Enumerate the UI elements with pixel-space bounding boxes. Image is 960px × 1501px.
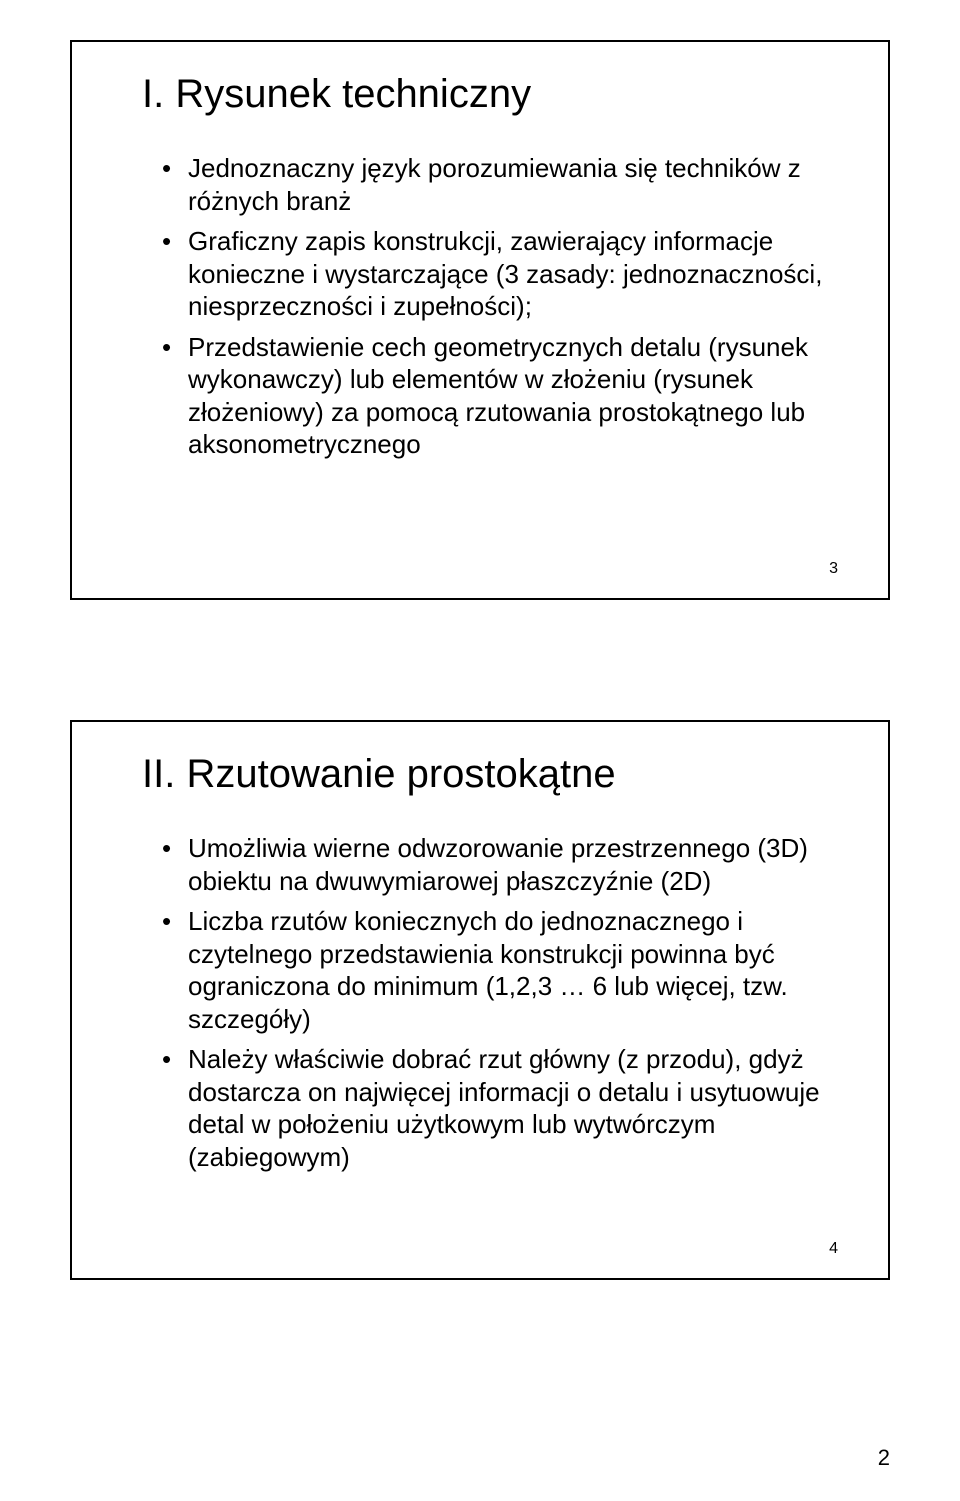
slide-2-bullet-1: Liczba rzutów koniecznych do jednoznaczn… <box>162 905 838 1035</box>
slide-2-number: 4 <box>829 1240 838 1258</box>
slide-2-bullet-2: Należy właściwie dobrać rzut główny (z p… <box>162 1043 838 1173</box>
slide-1: I. Rysunek techniczny Jednoznaczny język… <box>70 40 890 600</box>
slide-1-bullets: Jednoznaczny język porozumiewania się te… <box>162 152 838 461</box>
slide-1-title: I. Rysunek techniczny <box>122 72 838 117</box>
slide-2-title: II. Rzutowanie prostokątne <box>122 752 838 797</box>
slide-1-bullet-1: Graficzny zapis konstrukcji, zawierający… <box>162 225 838 323</box>
slide-2: II. Rzutowanie prostokątne Umożliwia wie… <box>70 720 890 1280</box>
slide-2-bullets: Umożliwia wierne odwzorowanie przestrzen… <box>162 832 838 1173</box>
slide-2-bullet-0: Umożliwia wierne odwzorowanie przestrzen… <box>162 832 838 897</box>
page-number: 2 <box>878 1445 890 1471</box>
page-container: I. Rysunek techniczny Jednoznaczny język… <box>0 0 960 1501</box>
slide-1-bullet-0: Jednoznaczny język porozumiewania się te… <box>162 152 838 217</box>
slide-1-number: 3 <box>829 560 838 578</box>
slide-1-bullet-2: Przedstawienie cech geometrycznych detal… <box>162 331 838 461</box>
